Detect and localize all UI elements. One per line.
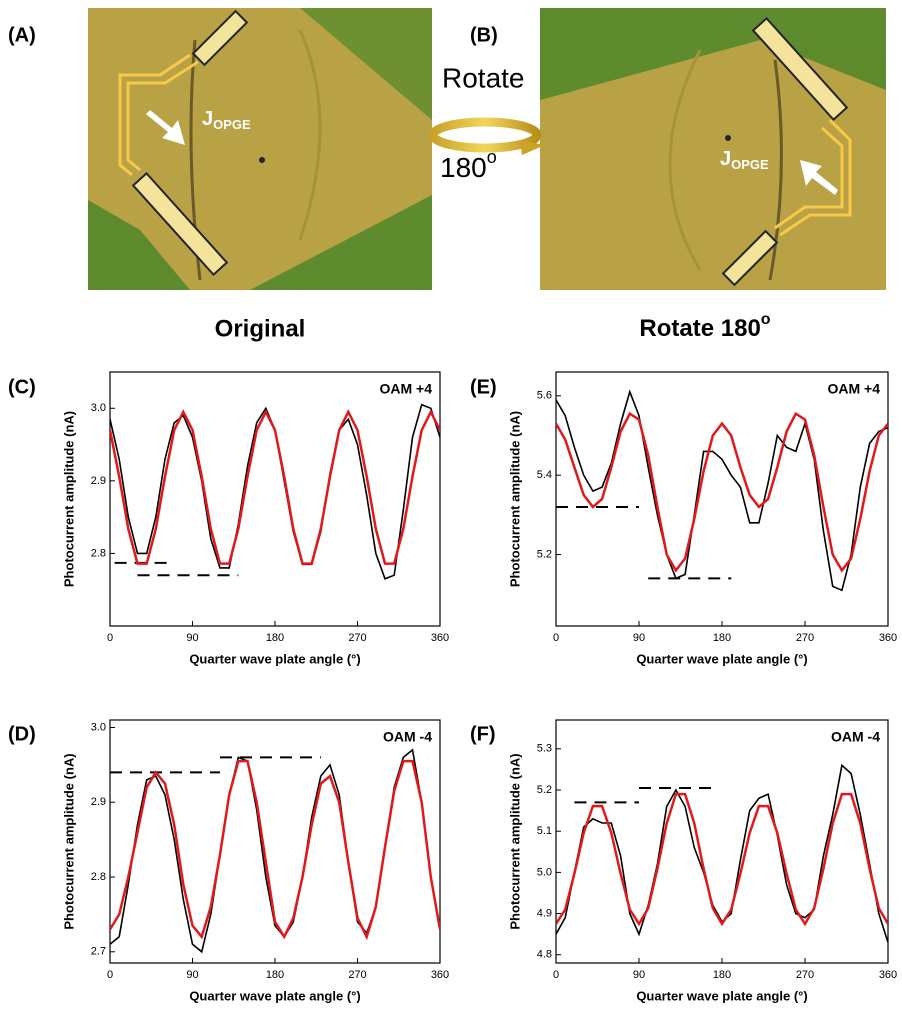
x-tick-label: 360	[879, 969, 897, 981]
x-axis-label: Quarter wave plate angle (°)	[189, 988, 360, 1003]
x-tick-label: 180	[713, 632, 731, 644]
y-tick-label: 2.8	[91, 871, 106, 883]
current-symbol: J	[202, 108, 213, 130]
panel-label: (C)	[8, 376, 36, 398]
data-line	[556, 792, 888, 927]
y-tick-label: 2.9	[91, 796, 106, 808]
x-tick-label: 180	[713, 969, 731, 981]
x-axis-label: Quarter wave plate angle (°)	[636, 651, 807, 666]
annotation: OAM +4	[827, 381, 880, 397]
y-tick-label: 3.0	[91, 402, 106, 414]
y-tick-label: 5.2	[537, 784, 552, 796]
x-axis-label: Quarter wave plate angle (°)	[636, 988, 807, 1003]
x-tick-label: 360	[879, 632, 897, 644]
panel-label: (E)	[470, 376, 497, 398]
panel-label: (F)	[470, 723, 496, 745]
x-tick-label: 90	[186, 969, 198, 981]
x-tick-label: 360	[431, 969, 449, 981]
caption: Original	[215, 315, 306, 342]
x-tick-label: 180	[266, 969, 284, 981]
y-tick-label: 3.0	[91, 721, 106, 733]
x-axis-label: Quarter wave plate angle (°)	[189, 651, 360, 666]
plot-frame	[109, 371, 441, 627]
caption-text: Rotate 180	[639, 315, 760, 342]
x-tick-label: 270	[348, 969, 366, 981]
x-tick-label: 90	[186, 632, 198, 644]
data-line	[110, 409, 440, 565]
y-axis-label: Photocurrent amplitude (nA)	[507, 411, 522, 587]
y-axis-label: Photocurrent amplitude (nA)	[507, 753, 522, 929]
x-tick-label: 0	[553, 969, 559, 981]
x-tick-label: 0	[553, 632, 559, 644]
x-tick-label: 0	[107, 632, 113, 644]
current-sub: OPGE	[213, 117, 251, 132]
y-tick-label: 2.9	[91, 475, 106, 487]
micrograph-a	[88, 8, 432, 290]
y-tick-label: 5.0	[537, 866, 552, 878]
x-tick-label: 270	[348, 632, 366, 644]
x-tick-label: 90	[633, 632, 645, 644]
y-tick-label: 2.8	[91, 547, 106, 559]
angle-sup: o	[487, 147, 497, 167]
y-tick-label: 4.9	[537, 907, 552, 919]
data-line	[556, 411, 888, 573]
data-line	[556, 763, 888, 943]
current-label: JOPGE	[720, 148, 769, 172]
y-tick-label: 5.3	[537, 743, 552, 755]
x-tick-label: 360	[431, 632, 449, 644]
angle-text: 180	[440, 152, 487, 183]
y-tick-label: 5.1	[537, 825, 552, 837]
data-line	[110, 759, 440, 941]
caption: Rotate 180o	[639, 311, 770, 342]
micrograph-b	[540, 8, 886, 290]
x-tick-label: 90	[633, 969, 645, 981]
rotate-label: Rotate	[442, 62, 525, 93]
y-axis-label: Photocurrent amplitude (nA)	[61, 753, 76, 929]
annotation: OAM -4	[831, 729, 880, 745]
x-tick-label: 270	[796, 632, 814, 644]
plot-frame	[555, 719, 889, 964]
panel-label: (B)	[470, 24, 498, 46]
caption-sup: o	[761, 311, 771, 328]
y-tick-label: 5.4	[537, 469, 552, 481]
rotate-arrow	[428, 117, 545, 155]
annotation: OAM -4	[383, 729, 432, 745]
y-tick-label: 4.8	[537, 949, 552, 961]
panel-label: (D)	[8, 723, 36, 745]
y-tick-label: 2.7	[91, 946, 106, 958]
current-sub: OPGE	[731, 157, 769, 172]
annotation: OAM +4	[379, 381, 432, 397]
x-tick-label: 270	[796, 969, 814, 981]
y-tick-label: 5.6	[537, 390, 552, 402]
current-label: JOPGE	[202, 108, 251, 132]
x-tick-label: 0	[107, 969, 113, 981]
y-axis-label: Photocurrent amplitude (nA)	[61, 411, 76, 587]
panel-label: (A)	[8, 24, 36, 46]
rotate-angle: 180o	[440, 147, 497, 184]
y-tick-label: 5.2	[537, 548, 552, 560]
current-symbol: J	[720, 148, 731, 170]
x-tick-label: 180	[266, 632, 284, 644]
